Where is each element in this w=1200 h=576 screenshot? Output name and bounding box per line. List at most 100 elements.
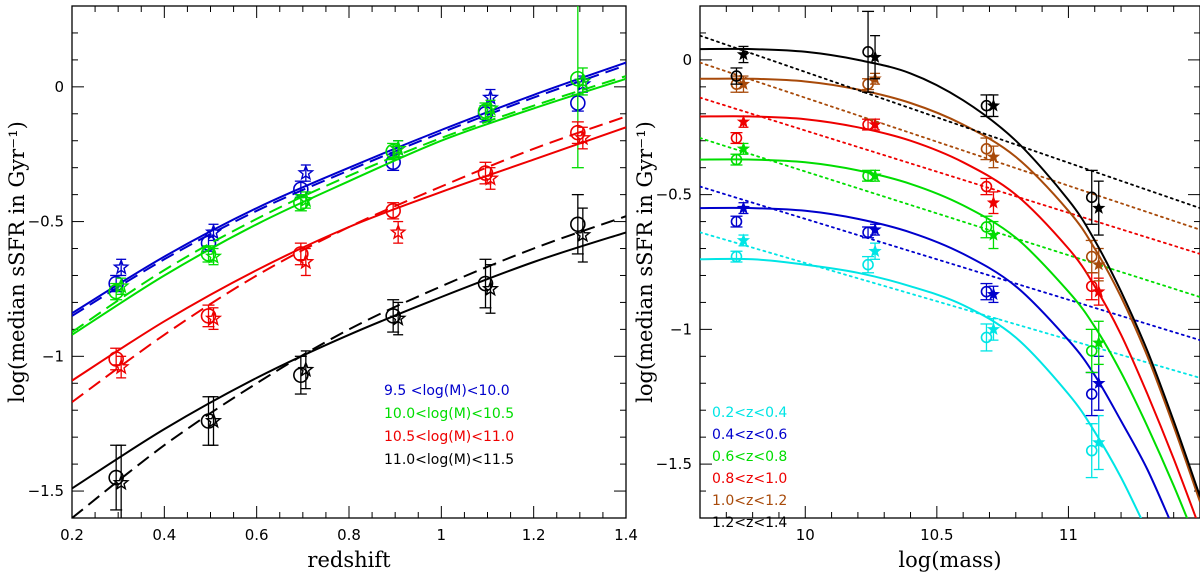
plot-area [72, 6, 626, 518]
fit-curve [700, 115, 1198, 518]
data-point-star [986, 228, 1001, 241]
x-tick-label: 10 [796, 526, 815, 544]
data-point-star [574, 128, 592, 146]
data-point-circle [570, 216, 586, 233]
x-tick-label: 0.6 [245, 526, 269, 544]
series-4 [72, 193, 626, 518]
data-point-circle [980, 331, 993, 344]
data-point-star [986, 149, 1001, 163]
x-axis-title: redshift [307, 548, 391, 572]
x-tick-label: 0.4 [152, 526, 176, 544]
data-point-star [868, 168, 882, 182]
data-point-star [1092, 284, 1106, 298]
legend-entry: 1.2<z<1.4 [712, 515, 787, 531]
data-point-circle [730, 250, 743, 263]
y-tick-label: −0.5 [28, 213, 64, 231]
data-point-star [112, 258, 130, 275]
data-point-circle [980, 180, 993, 193]
data-point-circle [293, 194, 309, 211]
data-point-star [204, 309, 223, 326]
legend-entry: 0.8<z<1.0 [712, 471, 787, 487]
legend-entry: 1.0<z<1.2 [712, 493, 787, 509]
legend-entry: 10.5<log(M)<11.0 [384, 429, 514, 445]
data-point-star [986, 98, 1001, 112]
data-point-circle [862, 258, 874, 271]
y-axis-title: log(median sSFR in Gyr⁻¹) [633, 121, 657, 403]
y-tick-label: 0 [682, 51, 692, 69]
series-2 [700, 185, 1200, 518]
data-point-circle [477, 275, 494, 292]
dashed-fit-line [72, 64, 626, 317]
data-point-star [868, 50, 882, 63]
data-point-circle [730, 132, 743, 144]
data-point-star [389, 309, 407, 326]
dotted-fit-line [700, 231, 1200, 379]
data-point-star [1092, 201, 1106, 214]
x-tick-label: 1.4 [614, 526, 638, 544]
x-tick-label: 11 [1059, 526, 1078, 544]
left-panel: 0.2 0.4 0.6 0.8 1 1.2 1.4 −1.5 −1 −0.5 0 redshift lo… [5, 5, 638, 572]
data-point-circle [385, 143, 401, 160]
legend-entry: 0.2<z<0.4 [712, 405, 787, 421]
legend: 9.5 <log(M)<10.0 10.0<log(M)<10.5 10.5<log… [384, 383, 514, 468]
dotted-fit-line [700, 34, 1200, 210]
x-tick-label: 1 [437, 526, 447, 544]
data-point-star [112, 358, 130, 375]
data-point-circle [477, 103, 494, 119]
plot-frame [699, 5, 1200, 519]
data-point-circle [385, 203, 401, 219]
fit-curve [700, 206, 1171, 518]
y-tick-label: −1 [42, 347, 64, 365]
data-point-star [481, 169, 500, 186]
solid-fit-line [72, 126, 626, 382]
legend-entry: 9.5 <log(M)<10.0 [384, 383, 510, 399]
data-point-circle [730, 70, 743, 82]
data-point-star [297, 360, 315, 378]
legend-entry: 0.4<z<0.6 [712, 427, 787, 443]
data-point-star [389, 223, 407, 240]
x-tick-label: 0.2 [60, 526, 84, 544]
series-6 [700, 10, 1200, 497]
data-point-circle [730, 215, 743, 228]
data-point-star [481, 99, 500, 116]
data-point-star [736, 233, 751, 247]
fit-curve [700, 158, 1189, 518]
data-point-circle [1085, 191, 1098, 204]
solid-fit-line [72, 61, 626, 315]
data-point-star [389, 139, 407, 157]
data-point-star [574, 226, 592, 243]
plot-area [700, 10, 1200, 518]
data-point-star [986, 322, 1001, 335]
dotted-fit-line [700, 137, 1200, 298]
data-point-circle [980, 285, 993, 298]
data-point-star [112, 277, 130, 294]
y-tick-label: −1.5 [656, 455, 692, 473]
data-point-circle [980, 143, 993, 155]
data-point-star [1092, 376, 1106, 389]
legend-entry: 10.0<log(M)<10.5 [384, 406, 514, 422]
data-point-star [574, 72, 592, 89]
data-point-star [481, 279, 500, 297]
data-point-circle [108, 469, 124, 486]
data-point-star [204, 411, 223, 429]
data-point-circle [862, 46, 874, 58]
right-panel: 10 10.5 11 −1.5 −1 −0.5 0 log(mass) log(median s… [633, 5, 1200, 572]
data-point-circle [1085, 280, 1098, 293]
solid-fit-line [72, 77, 626, 336]
x-tick-label: 0.8 [337, 526, 361, 544]
legend-entry: 11.0<log(M)<11.5 [384, 452, 514, 468]
data-point-star [868, 244, 882, 257]
data-point-circle [980, 221, 993, 233]
solid-fit-line [72, 231, 626, 490]
dashed-fit-line [72, 75, 626, 333]
data-point-circle [1085, 388, 1098, 400]
fit-curve [700, 47, 1200, 497]
y-tick-label: 0 [54, 78, 64, 96]
data-point-star [1092, 435, 1106, 449]
data-point-star [1092, 257, 1106, 271]
dotted-fit-line [700, 61, 1200, 231]
data-point-star [986, 287, 1001, 301]
data-point-star [204, 247, 223, 264]
data-point-star [736, 47, 751, 61]
